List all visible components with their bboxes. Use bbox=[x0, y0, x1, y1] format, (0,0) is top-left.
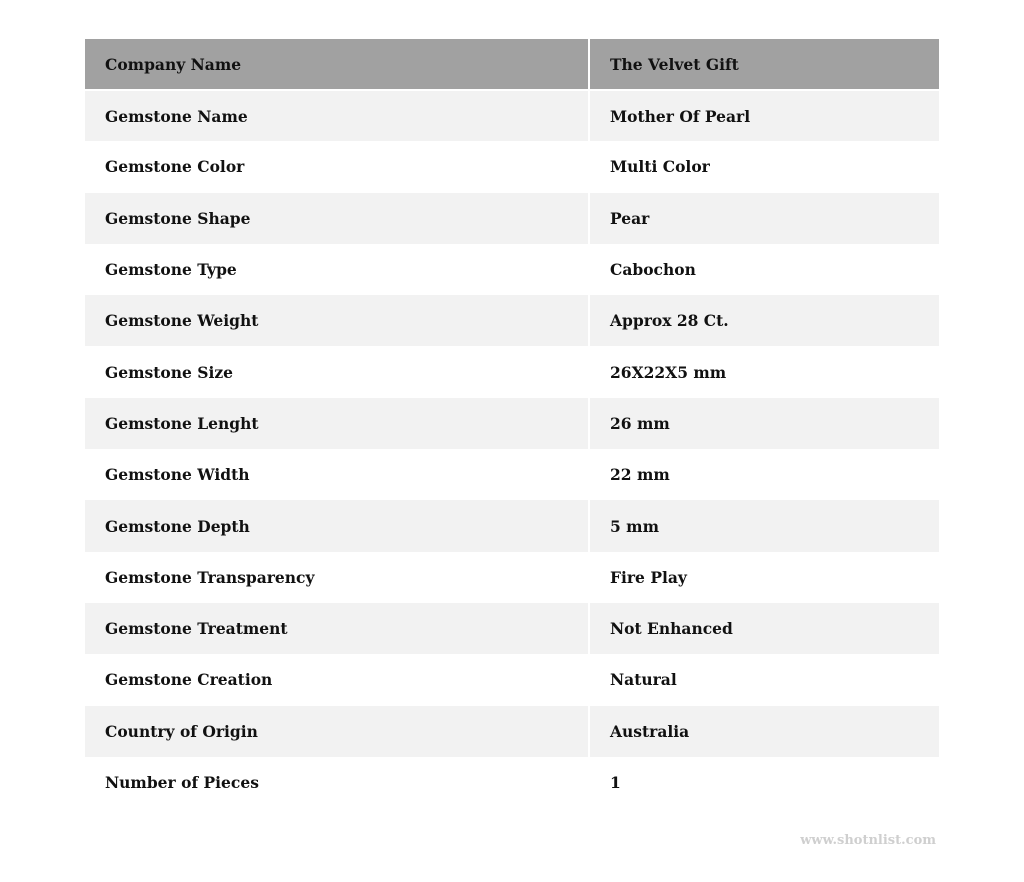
row-value: Natural bbox=[610, 670, 677, 690]
watermark: www.shotnlist.com bbox=[800, 833, 936, 848]
row-value: 26 mm bbox=[589, 397, 939, 450]
header-key: Company Name bbox=[85, 39, 590, 91]
row-key: Gemstone Width bbox=[85, 449, 590, 501]
table-row: Gemstone Transparency Fire Play bbox=[85, 551, 939, 603]
row-key: Gemstone Weight bbox=[85, 295, 590, 347]
row-key: Gemstone Creation bbox=[85, 654, 590, 706]
gemstone-spec-table: Company Name The Velvet Gift Gemstone Na… bbox=[85, 39, 939, 809]
row-value: Multi Color bbox=[610, 157, 710, 177]
table-row: Gemstone Treatment Not Enhanced bbox=[85, 602, 939, 655]
row-value: Australia bbox=[589, 705, 939, 757]
table-row: Gemstone Width 22 mm bbox=[85, 449, 939, 501]
table-row: Country of Origin Australia bbox=[85, 705, 939, 757]
row-value: Fire Play bbox=[610, 567, 687, 587]
row-value: Cabochon bbox=[610, 260, 696, 280]
row-key: Gemstone Lenght bbox=[85, 397, 590, 450]
row-key: Country of Origin bbox=[85, 705, 590, 757]
table-row: Gemstone Weight Approx 28 Ct. bbox=[85, 295, 939, 347]
table-row: Gemstone Lenght 26 mm bbox=[85, 397, 939, 450]
row-key: Gemstone Name bbox=[85, 90, 590, 142]
row-key: Gemstone Shape bbox=[85, 192, 590, 244]
table-row: Number of Pieces 1 bbox=[85, 756, 939, 809]
row-key: Number of Pieces bbox=[85, 756, 590, 809]
row-value: 5 mm bbox=[589, 500, 939, 552]
header-value: The Velvet Gift bbox=[589, 39, 939, 91]
row-key: Gemstone Color bbox=[85, 141, 590, 193]
table-row: Gemstone Name Mother Of Pearl bbox=[85, 90, 939, 142]
row-value: Pear bbox=[589, 192, 939, 244]
row-key: Gemstone Transparency bbox=[85, 551, 590, 603]
table-row: Gemstone Color Multi Color bbox=[85, 141, 939, 193]
row-value: Not Enhanced bbox=[589, 602, 939, 655]
row-key: Gemstone Depth bbox=[85, 500, 590, 552]
table-row: Gemstone Creation Natural bbox=[85, 654, 939, 706]
table-row: Gemstone Type Cabochon bbox=[85, 243, 939, 296]
row-key: Gemstone Size bbox=[85, 346, 590, 398]
table-row: Gemstone Size 26X22X5 mm bbox=[85, 346, 939, 398]
row-value: Approx 28 Ct. bbox=[589, 295, 939, 347]
row-key: Gemstone Treatment bbox=[85, 602, 590, 655]
row-key: Gemstone Type bbox=[85, 243, 590, 296]
row-value: 22 mm bbox=[610, 465, 670, 485]
table-header-row: Company Name The Velvet Gift bbox=[85, 39, 939, 91]
row-value: 26X22X5 mm bbox=[610, 362, 727, 382]
row-value: 1 bbox=[610, 773, 621, 792]
row-value: Mother Of Pearl bbox=[589, 90, 939, 142]
table-row: Gemstone Shape Pear bbox=[85, 192, 939, 244]
table-row: Gemstone Depth 5 mm bbox=[85, 500, 939, 552]
